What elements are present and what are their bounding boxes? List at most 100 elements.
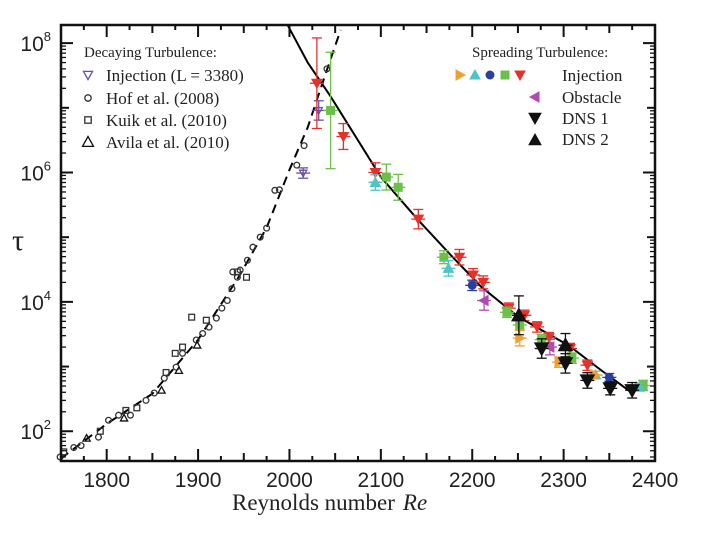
dns1-point bbox=[624, 384, 641, 399]
hof-point bbox=[271, 186, 279, 194]
avila-point bbox=[192, 340, 202, 349]
x-axis-label-text: Reynolds number bbox=[232, 490, 395, 515]
spread_green-point bbox=[381, 172, 391, 182]
dns1-point bbox=[602, 382, 619, 397]
spread_red-point bbox=[543, 333, 555, 344]
kuik-point bbox=[242, 273, 251, 281]
spread_blue-point bbox=[467, 280, 477, 290]
legend-marker-injection-l3380 bbox=[82, 70, 94, 81]
obstacle-point bbox=[543, 341, 555, 353]
hof-point bbox=[223, 296, 231, 305]
legend-spreading-title: Spreading Turbulence: bbox=[472, 45, 608, 61]
x-tick-label: 2400 bbox=[632, 469, 679, 492]
kuik-point bbox=[233, 268, 241, 276]
y-tick-label: 108 bbox=[20, 29, 51, 56]
hof-point bbox=[212, 314, 220, 322]
avila-point bbox=[119, 413, 129, 422]
y-axis-label: τ bbox=[12, 224, 24, 257]
spread_cyan-point bbox=[442, 262, 455, 273]
x-axis-label: Reynolds number Re bbox=[232, 490, 427, 515]
spread_red-point bbox=[412, 214, 425, 226]
spread_red-point bbox=[531, 322, 543, 333]
legend-marker-injection bbox=[514, 70, 526, 82]
hof-point bbox=[70, 444, 78, 452]
spread_green-point bbox=[515, 320, 525, 330]
plot-marks bbox=[56, 24, 651, 461]
spread_red-point bbox=[467, 270, 479, 282]
legend-decaying: Decaying Turbulence: Injection (L = 3380… bbox=[81, 45, 244, 152]
avila-point bbox=[156, 385, 167, 394]
legend-marker-obstacle bbox=[528, 91, 540, 103]
hof-point bbox=[115, 411, 123, 419]
spread_red-point bbox=[369, 167, 382, 179]
spread_blue-point bbox=[604, 372, 614, 382]
x-tick-label: 1800 bbox=[83, 469, 130, 492]
legend-marker-avila bbox=[81, 135, 95, 148]
hof-point bbox=[229, 268, 237, 276]
x-tick-label: 2100 bbox=[357, 469, 404, 492]
spread_orange-point bbox=[515, 332, 526, 344]
legend-entry-injection-l3380: Injection (L = 3380) bbox=[106, 66, 244, 85]
legend-entry-obstacle: Obstacle bbox=[562, 88, 621, 107]
x-tick-label: 1900 bbox=[175, 469, 222, 492]
hof-point bbox=[323, 65, 331, 73]
y-tick-label: 102 bbox=[20, 417, 51, 444]
legend-entry-avila: Avila et al. (2010) bbox=[106, 133, 229, 152]
dns2-point bbox=[557, 337, 574, 352]
hof-point bbox=[293, 161, 301, 169]
avila-point bbox=[174, 365, 184, 374]
legend-marker-injection bbox=[500, 70, 510, 80]
dns1-point bbox=[533, 342, 550, 357]
dns1-point bbox=[579, 374, 596, 389]
hof-point bbox=[142, 396, 150, 404]
avila-point bbox=[81, 433, 92, 442]
spread_red-point bbox=[337, 132, 350, 143]
legend-spreading: Spreading Turbulence: Injection Obstacle… bbox=[455, 45, 623, 149]
legend-marker-kuik bbox=[84, 116, 92, 124]
legend-entry-injection: Injection bbox=[562, 66, 623, 85]
y-tick-label: 106 bbox=[20, 158, 51, 185]
hof-point bbox=[160, 374, 168, 382]
hof-point bbox=[300, 142, 308, 150]
kuik-point bbox=[122, 406, 130, 414]
hof-point bbox=[126, 411, 134, 419]
spread_green-point bbox=[439, 252, 449, 262]
kuik-point bbox=[162, 368, 170, 377]
legend-entry-dns1: DNS 1 bbox=[562, 109, 609, 128]
hof-point bbox=[218, 304, 226, 312]
hof-point bbox=[77, 442, 85, 450]
y-tick-label: 104 bbox=[20, 288, 51, 315]
hof-point bbox=[275, 186, 283, 194]
spread_red-point bbox=[311, 78, 323, 90]
decay_injection-point bbox=[298, 169, 308, 178]
legend-marker-injection bbox=[469, 68, 481, 80]
legend-decaying-markers bbox=[81, 70, 95, 148]
obstacle-point bbox=[478, 294, 489, 307]
axes: 1800 1900 2000 2100 2200 2300 2400 102 104 106 108 bbox=[20, 25, 678, 492]
kuik-point bbox=[171, 349, 179, 357]
legend-decaying-title: Decaying Turbulence: bbox=[84, 45, 217, 61]
x-tick-label: 2200 bbox=[449, 469, 496, 492]
legend-entry-dns2: DNS 2 bbox=[562, 130, 609, 149]
legend-entry-hof: Hof et al. (2008) bbox=[106, 89, 219, 108]
kuik-point bbox=[133, 404, 141, 412]
hof-point bbox=[104, 416, 113, 424]
hof-point bbox=[94, 433, 102, 441]
kuik-point bbox=[179, 343, 187, 351]
spreading-fit-curve bbox=[286, 24, 633, 394]
spread_red-point bbox=[581, 360, 594, 372]
legend-marker-injection bbox=[485, 70, 495, 80]
hof-point bbox=[205, 323, 213, 331]
legend-marker-hof bbox=[84, 94, 92, 102]
hof-point bbox=[249, 243, 257, 251]
x-tick-label: 2300 bbox=[540, 469, 587, 492]
spread_cyan-point bbox=[369, 176, 382, 188]
spread_red-point bbox=[477, 277, 490, 289]
kuik-point bbox=[202, 316, 210, 324]
hof-point bbox=[228, 285, 236, 293]
legend-marker-dns1 bbox=[528, 112, 542, 126]
spread_red-point bbox=[453, 252, 466, 264]
dns1-point bbox=[557, 357, 574, 372]
x-axis-label-symbol: Re bbox=[402, 490, 427, 515]
